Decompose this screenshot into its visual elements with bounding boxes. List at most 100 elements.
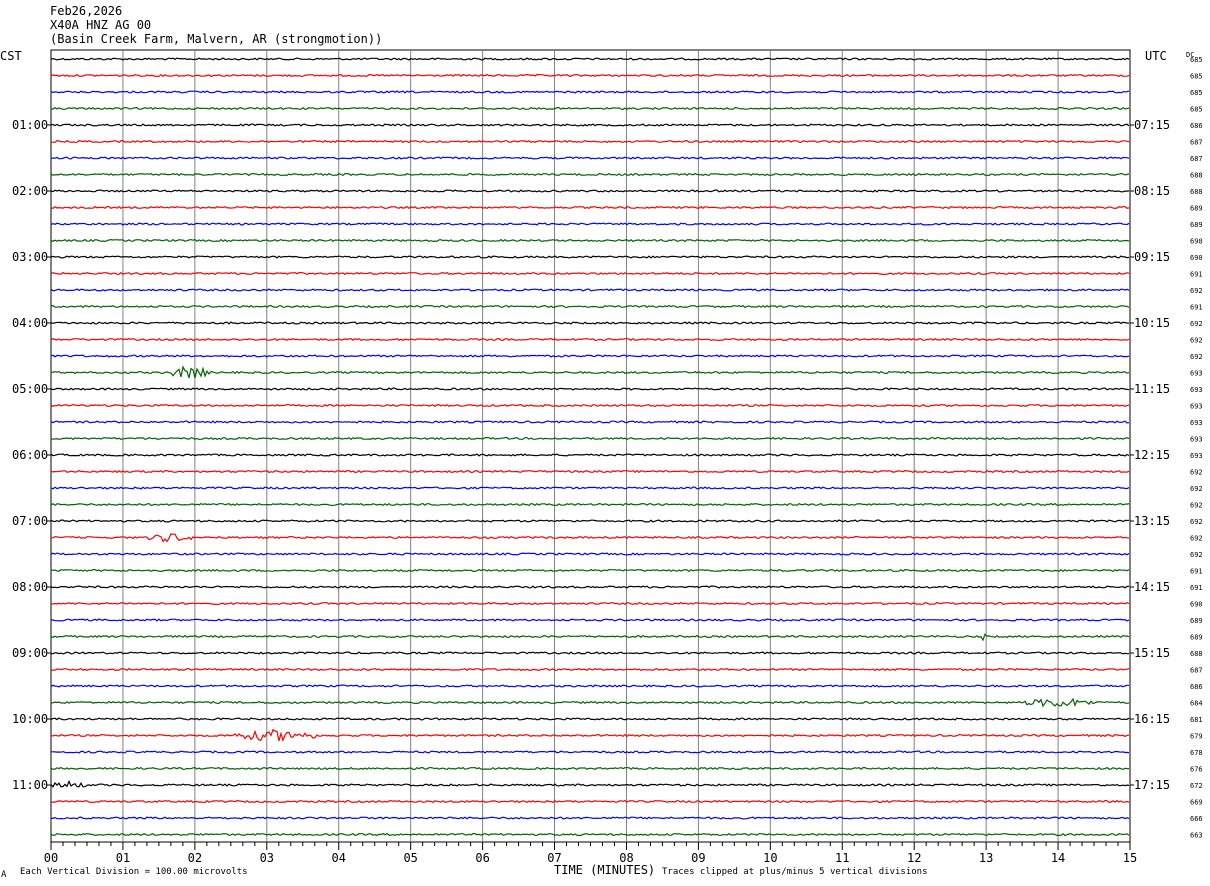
trace-line [50,486,1130,490]
trace-line [50,288,1130,292]
x-tick-label: 06 [475,851,489,865]
hour-label-right: 15:15 [1134,646,1170,660]
x-tick-label: 01 [116,851,130,865]
x-tick-label: 02 [188,851,202,865]
dc-offset-label: 693 [1190,436,1203,444]
trace-line [50,651,1129,655]
vertical-division-note: Each Vertical Division = 100.00 microvol… [20,867,248,877]
trace-line [50,728,1130,743]
dc-offset-label: 692 [1190,353,1203,361]
x-tick-label: 12 [907,851,921,865]
hour-label-left: 04:00 [12,316,48,330]
dc-offset-label: 686 [1190,122,1203,130]
trace-line [50,222,1130,226]
dc-offset-label: 685 [1190,89,1203,97]
trace-line [50,73,1130,78]
hour-label-right: 14:15 [1134,580,1170,594]
hour-label-left: 03:00 [12,250,48,264]
dc-offset-label: 693 [1190,419,1203,427]
dc-offset-label: 685 [1190,106,1203,114]
trace-line [50,601,1130,606]
hour-label-right: 17:15 [1134,778,1170,792]
trace-line [50,172,1130,177]
trace-line [50,271,1130,276]
trace-line [50,106,1130,111]
trace-line [50,667,1130,672]
trace-line [50,156,1130,160]
dc-offset-label: 666 [1190,815,1203,823]
dc-offset-label: 693 [1190,386,1203,394]
dc-offset-label: 687 [1190,667,1203,675]
dc-offset-label: 687 [1190,139,1203,147]
x-tick-label: 04 [332,851,346,865]
trace-line [50,337,1130,342]
x-tick-label: 10 [763,851,777,865]
trace-line [50,453,1130,457]
trace-line [50,533,1130,543]
dc-offset-label: 685 [1190,56,1203,64]
dc-offset-label: 692 [1190,535,1203,543]
dc-offset-label: 690 [1190,238,1203,246]
dc-offset-label: 691 [1190,584,1203,592]
dc-offset-label: 693 [1190,370,1203,378]
trace-line [50,766,1130,771]
dc-offset-label: 692 [1190,337,1203,345]
trace-line [50,832,1130,837]
hour-label-right: 10:15 [1134,316,1170,330]
trace-line [50,189,1130,193]
hour-label-left: 08:00 [12,580,48,594]
dc-offset-label: 679 [1190,733,1203,741]
dc-offset-label: 692 [1190,502,1203,510]
trace-line [51,816,1130,820]
hour-label-right: 12:15 [1134,448,1170,462]
dc-offset-label: 693 [1190,403,1203,411]
x-tick-label: 15 [1123,851,1137,865]
dc-offset-label: 691 [1190,271,1203,279]
x-tick-label: 07 [547,851,561,865]
dc-offset-label: 692 [1190,485,1203,493]
trace-line [51,750,1130,754]
trace-line [50,585,1130,589]
trace-line [50,779,1130,788]
header-date: Feb26,2026 [50,4,123,18]
dc-offset-label: 692 [1190,551,1203,559]
hour-label-left: 01:00 [12,118,48,132]
x-tick-label: 13 [979,851,993,865]
trace-line [50,90,1130,94]
hour-label-left: 05:00 [12,382,48,396]
trace-line [50,354,1130,358]
dc-offset-label: 676 [1190,766,1203,774]
hour-label-right: 09:15 [1134,250,1170,264]
trace-line [50,633,1130,642]
hour-label-right: 11:15 [1134,382,1170,396]
dc-offset-label: 669 [1190,799,1203,807]
trace-line [50,697,1130,708]
hour-label-right: 16:15 [1134,712,1170,726]
dc-offset-label: 692 [1190,320,1203,328]
trace-line [50,552,1130,556]
trace-line [50,717,1130,721]
dc-offset-label: 691 [1190,304,1203,312]
x-tick-label: 00 [44,851,58,865]
trace-line [50,403,1130,408]
dc-offset-label: 692 [1190,469,1203,477]
hour-label-left: 10:00 [12,712,48,726]
dc-offset-label: 685 [1190,73,1203,81]
dc-offset-label: 692 [1190,287,1203,295]
trace-line [50,123,1130,127]
dc-offset-label: 691 [1190,568,1203,576]
x-tick-label: 05 [403,851,417,865]
trace-line [50,57,1130,61]
hour-label-left: 07:00 [12,514,48,528]
trace-line [50,387,1130,391]
dc-offset-label: 681 [1190,716,1203,724]
hour-label-left: 11:00 [12,778,48,792]
dc-offset-label: 689 [1190,634,1203,642]
x-tick-label: 09 [691,851,705,865]
dc-offset-label: 692 [1190,518,1203,526]
dc-offset-label: 689 [1190,617,1203,625]
trace-line [50,238,1130,243]
x-tick-label: 03 [260,851,274,865]
dc-offset-label: 689 [1190,205,1203,213]
dc-header-label: DC [1186,51,1195,59]
